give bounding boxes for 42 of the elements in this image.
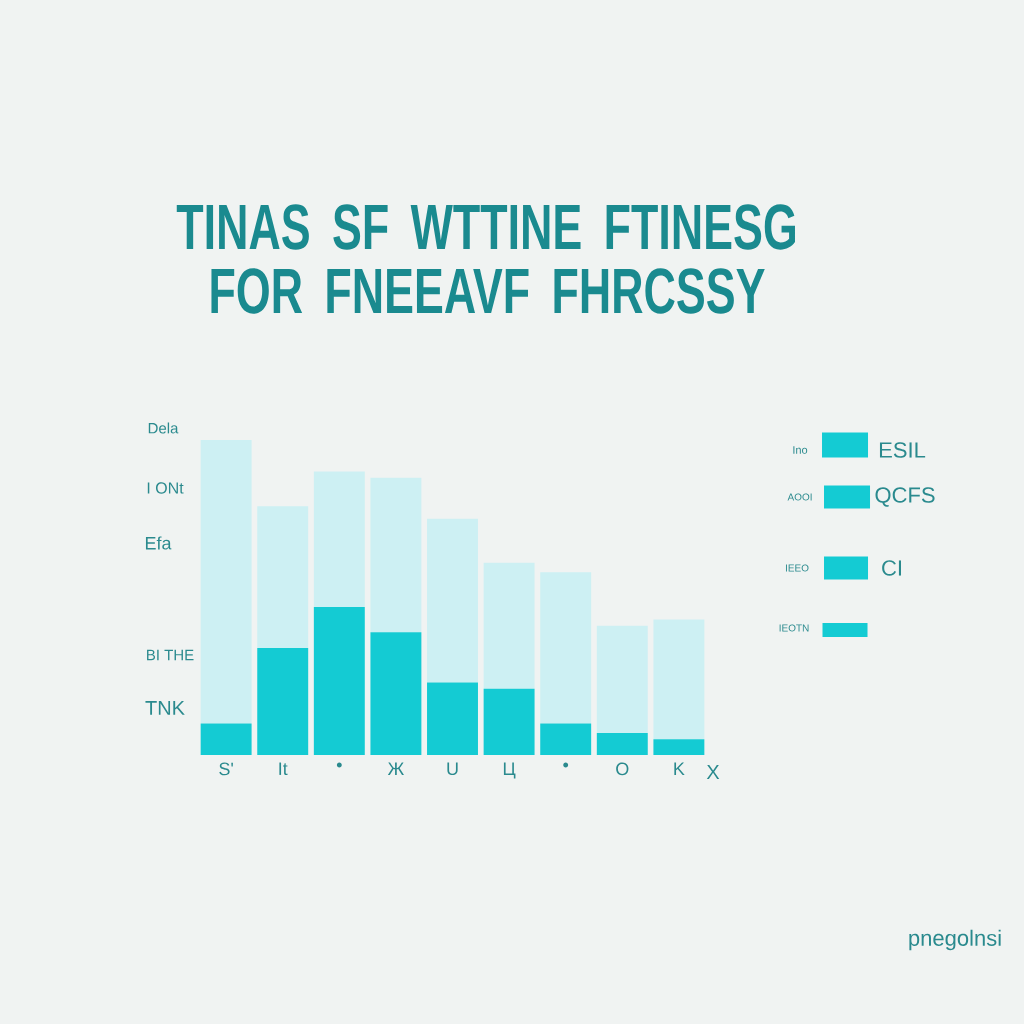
text: QCFS	[875, 487, 935, 507]
bar	[540, 572, 592, 724]
bar	[200, 439, 252, 724]
bar	[596, 625, 648, 733]
text: BI THE	[147, 649, 194, 661]
bar	[313, 471, 365, 607]
bar	[257, 647, 309, 755]
bar	[370, 632, 422, 755]
bar	[483, 562, 535, 689]
x-tick-label: U	[447, 762, 458, 776]
bar	[596, 732, 648, 755]
x-tick-label: O	[616, 762, 629, 776]
text: pnegolnsi	[909, 929, 1001, 951]
bar	[200, 723, 252, 755]
text: Ino	[793, 446, 808, 454]
bar	[653, 619, 705, 740]
bar	[653, 739, 705, 755]
x-tick-label: K	[674, 762, 685, 775]
x-tick-label: Ц	[503, 762, 516, 779]
x-tick-label: S'	[219, 762, 233, 776]
chart-title: TINAS SF WTTINE FTINESG FOR FNEEAVF FHRCSSY	[176, 204, 795, 314]
text: ESIL	[879, 442, 926, 458]
text: AOOI	[787, 493, 812, 501]
text: CI	[882, 560, 901, 576]
text: IEEO	[785, 564, 809, 572]
x-tick-label: •	[336, 762, 342, 768]
text: X	[706, 765, 720, 779]
text: I ONt	[147, 482, 184, 494]
bar	[257, 506, 309, 648]
text: Efa	[145, 536, 172, 550]
x-tick-label: Ж	[387, 762, 404, 775]
bar	[427, 682, 478, 755]
bar	[370, 477, 422, 633]
text: Dela	[148, 422, 179, 434]
x-tick-label: •	[563, 762, 569, 768]
bar	[427, 518, 478, 683]
text: TNK	[145, 701, 185, 715]
bar	[540, 723, 592, 755]
bar	[483, 688, 535, 755]
bar	[313, 606, 365, 755]
text: IEOTN	[779, 624, 809, 632]
x-tick-label: It	[279, 762, 288, 776]
